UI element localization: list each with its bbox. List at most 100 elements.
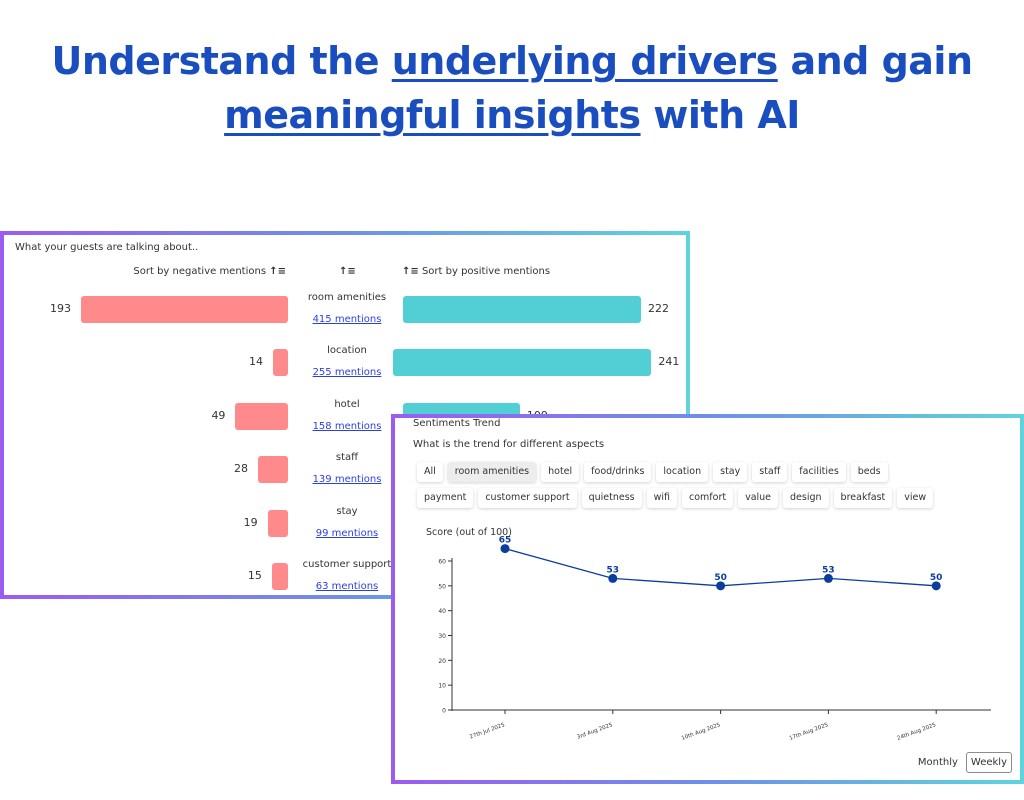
x-tick-label: 10th Aug 2025 [681, 722, 722, 742]
positive-bar[interactable] [403, 296, 641, 323]
mention-row: 15 customer support 63 mentions [4, 559, 686, 595]
aspect-chip[interactable]: food/drinks [584, 462, 652, 482]
headline: Understand the underlying drivers and ga… [0, 34, 1024, 142]
mentions-link[interactable]: 99 mentions [315, 527, 379, 539]
aspect-chip[interactable]: breakfast [833, 488, 893, 508]
negative-bar[interactable] [81, 296, 288, 323]
aspect-chip[interactable]: payment [417, 488, 474, 508]
negative-count: 15 [247, 569, 262, 582]
aspect-chip[interactable]: stay [713, 462, 748, 482]
aspect-label: hotel [334, 398, 360, 410]
positive-count: 241 [658, 355, 680, 369]
mentions-link[interactable]: 255 mentions [312, 367, 382, 379]
mentions-link[interactable]: 63 mentions [315, 581, 379, 592]
aspect-chip[interactable]: location [656, 462, 709, 482]
weekly-button[interactable]: Weekly [965, 752, 1012, 773]
aspect-chip[interactable]: facilities [792, 462, 846, 482]
data-label: 50 [714, 573, 727, 583]
negative-count: 193 [50, 302, 71, 315]
data-label: 50 [930, 573, 943, 583]
mention-row: 19 stay 99 mentions [4, 506, 686, 556]
data-point [823, 573, 833, 583]
headline-line-1: Understand the underlying drivers and ga… [0, 34, 1024, 88]
sort-positive-label: Sort by positive mentions [421, 266, 551, 277]
negative-bar[interactable] [235, 402, 288, 430]
data-label: 53 [822, 565, 835, 575]
y-tick-label: 10 [438, 683, 446, 690]
headline-text: Understand the [51, 39, 392, 83]
aspect-chip[interactable]: All [417, 462, 443, 482]
aspect-chip[interactable]: beds [850, 462, 888, 482]
mention-row: 28 staff 139 mentions [4, 452, 686, 502]
x-tick-label: 24th Aug 2025 [896, 722, 937, 742]
aspect-chip[interactable]: customer support [478, 488, 577, 508]
positive-count: 222 [648, 302, 669, 315]
aspect-label: room amenities [307, 292, 387, 303]
data-point [716, 581, 726, 591]
aspect-label: stay [336, 505, 358, 517]
y-tick-label: 20 [438, 658, 446, 665]
aspect-label: location [327, 345, 367, 357]
granularity-toggle: Monthly Weekly [912, 752, 1012, 773]
headline-text: with AI [640, 93, 800, 137]
trend-card: Sentiments Trend What is the trend for d… [391, 414, 1024, 784]
aspect-chip[interactable]: staff [752, 462, 788, 482]
mentions-title: What your guests are talking about.. [15, 242, 199, 253]
trend-title: Sentiments Trend [413, 418, 501, 429]
mention-row: 193 room amenities 415 mentions 222 [4, 292, 686, 342]
meaningful-insights-link: meaningful insights [224, 93, 641, 137]
aspect-chip[interactable]: view [897, 488, 934, 508]
aspect-chip[interactable]: wifi [646, 488, 677, 508]
y-axis-label: Score (out of 100) [426, 527, 512, 538]
aspect-chip[interactable]: hotel [541, 462, 580, 482]
positive-bar[interactable] [393, 349, 652, 377]
y-tick-label: 0 [442, 708, 446, 715]
y-tick-label: 40 [438, 608, 446, 615]
mentions-link[interactable]: 158 mentions [312, 420, 382, 432]
negative-count: 28 [233, 462, 248, 476]
negative-count: 14 [248, 355, 263, 369]
data-point [608, 573, 618, 583]
aspect-chip[interactable]: design [783, 488, 829, 508]
negative-count: 49 [211, 408, 226, 422]
negative-bar[interactable] [272, 349, 288, 377]
trend-line-chart: Score (out of 100) 0 10 20 30 40 50 60 27th Jul … [426, 527, 991, 742]
sort-icon: ↑≡ [269, 266, 286, 277]
trend-subtitle: What is the trend for different aspects [413, 439, 605, 450]
y-tick-label: 30 [438, 633, 446, 640]
data-label: 53 [607, 565, 620, 575]
aspect-chips: All room amenities hotel food/drinks locatio… [417, 462, 937, 508]
mention-row: 14 location 255 mentions 241 [4, 345, 686, 395]
aspect-chip[interactable]: comfort [682, 488, 734, 508]
mentions-link[interactable]: 415 mentions [312, 314, 382, 325]
negative-bar[interactable] [271, 563, 288, 590]
y-tick-label: 50 [438, 583, 446, 590]
headline-line-2: meaningful insights with AI [0, 88, 1024, 142]
sort-icon: ↑≡ [339, 266, 356, 277]
aspect-label: staff [335, 452, 359, 464]
aspect-chip[interactable]: quietness [581, 488, 642, 508]
data-label: 65 [499, 536, 512, 546]
underlying-drivers-link: underlying drivers [391, 39, 779, 83]
monthly-button[interactable]: Monthly [912, 752, 963, 773]
data-point [931, 581, 941, 591]
negative-bar[interactable] [257, 456, 288, 484]
x-tick-label: 3rd Aug 2025 [576, 722, 614, 741]
headline-text: and gain [777, 39, 973, 83]
x-tick-label: 17th Aug 2025 [789, 722, 830, 742]
x-tick-label: 27th Jul 2025 [469, 722, 506, 740]
negative-bar[interactable] [267, 509, 288, 537]
aspect-label: customer support [302, 559, 392, 570]
aspect-chip[interactable]: value [738, 488, 779, 508]
sort-negative-button[interactable]: Sort by negative mentions ↑≡ [133, 266, 286, 277]
sort-icon: ↑≡ [402, 266, 419, 277]
sort-total-button[interactable]: ↑≡ [339, 266, 356, 277]
negative-count: 19 [243, 515, 258, 529]
trend-card-body: Sentiments Trend What is the trend for d… [395, 418, 1020, 780]
sort-positive-button[interactable]: ↑≡ Sort by positive mentions [402, 266, 550, 277]
aspect-chip[interactable]: room amenities [447, 462, 537, 482]
sort-negative-label: Sort by negative mentions [133, 266, 267, 277]
data-point [500, 544, 510, 554]
mentions-link[interactable]: 139 mentions [312, 474, 382, 486]
y-tick-label: 60 [438, 559, 446, 566]
